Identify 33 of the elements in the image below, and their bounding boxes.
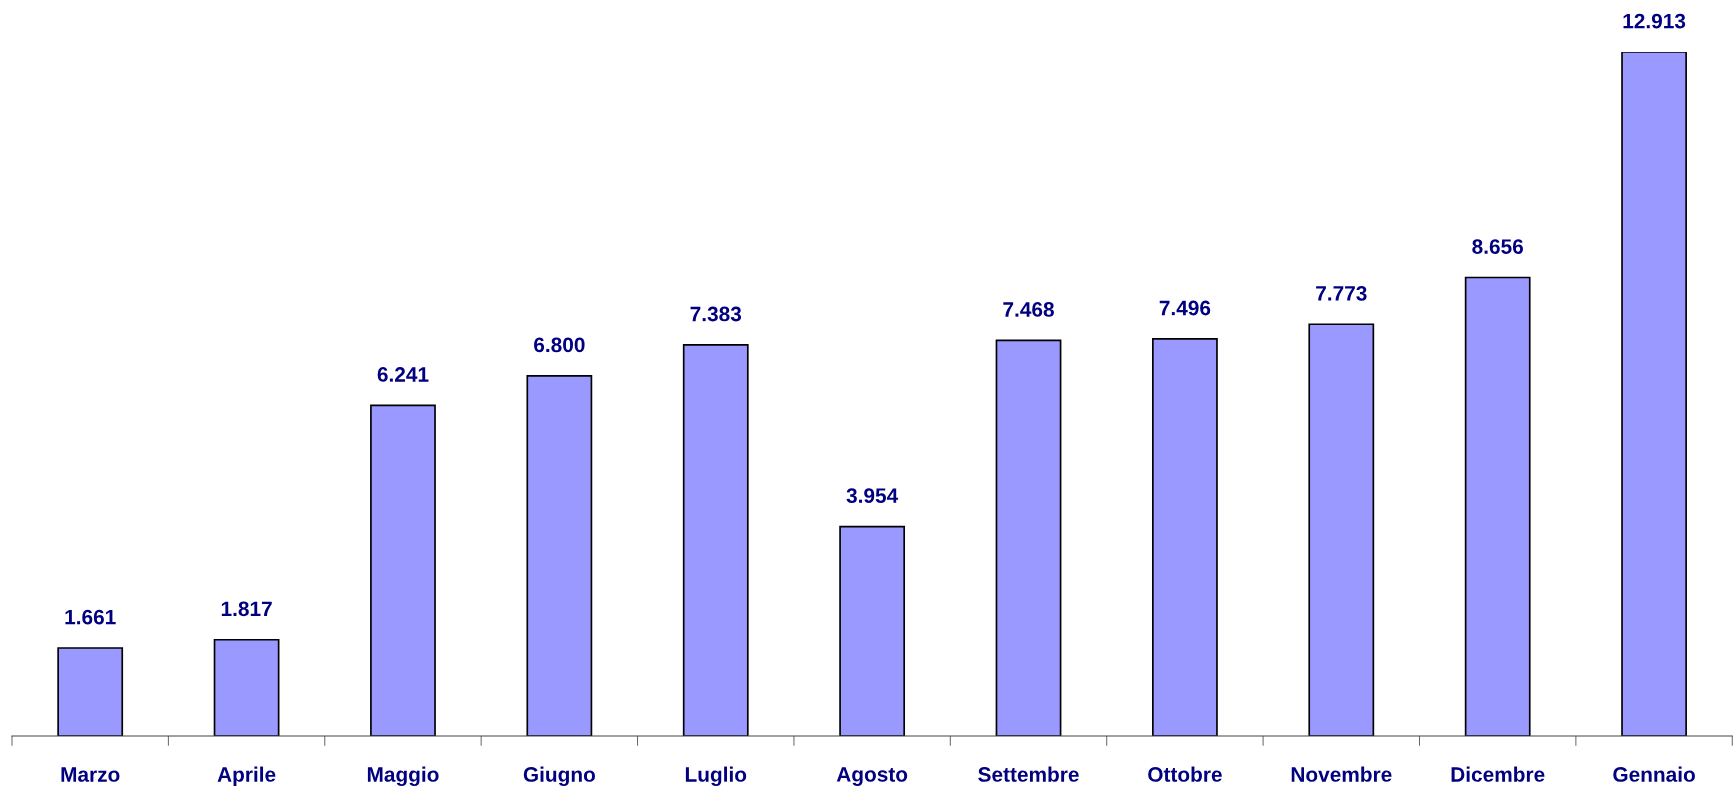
- bar: [1621, 52, 1687, 736]
- data-label: 7.468: [1003, 302, 1054, 317]
- x-tick-label: Dicembre: [1451, 766, 1545, 782]
- bar: [839, 525, 906, 736]
- data-label: 6.800: [534, 337, 585, 353]
- bar: [1464, 276, 1531, 736]
- data-label: 8.656: [1472, 239, 1523, 254]
- data-label: 7.773: [1316, 285, 1367, 301]
- x-tick-label: Aprile: [217, 766, 276, 786]
- bar: [370, 404, 436, 736]
- bar: [1308, 323, 1375, 736]
- bar: [995, 339, 1062, 736]
- bar: [1152, 338, 1218, 736]
- data-label: 1.661: [65, 609, 116, 625]
- bar: [213, 638, 280, 736]
- data-label: 3.954: [846, 488, 899, 504]
- data-label: 7.383: [690, 306, 742, 322]
- data-label: 1.817: [221, 601, 272, 617]
- x-tick-label: Gennaio: [1613, 766, 1695, 782]
- data-label: 6.241: [377, 367, 429, 382]
- x-tick-label: Agosto: [836, 767, 908, 786]
- bar: [526, 374, 593, 736]
- data-label: 12.913: [1623, 13, 1686, 29]
- x-tick-label: Novembre: [1291, 766, 1392, 782]
- x-tick-label: Luglio: [685, 766, 747, 787]
- x-tick-label: Marzo: [61, 767, 120, 782]
- x-tick-label: Ottobre: [1148, 766, 1222, 782]
- data-label: 7.496: [1159, 300, 1211, 316]
- x-tick-label: Giugno: [523, 766, 595, 787]
- bar: [57, 647, 124, 736]
- x-tick-label: Settembre: [978, 766, 1079, 782]
- bar: [682, 344, 749, 736]
- x-tick-label: Maggio: [367, 766, 439, 787]
